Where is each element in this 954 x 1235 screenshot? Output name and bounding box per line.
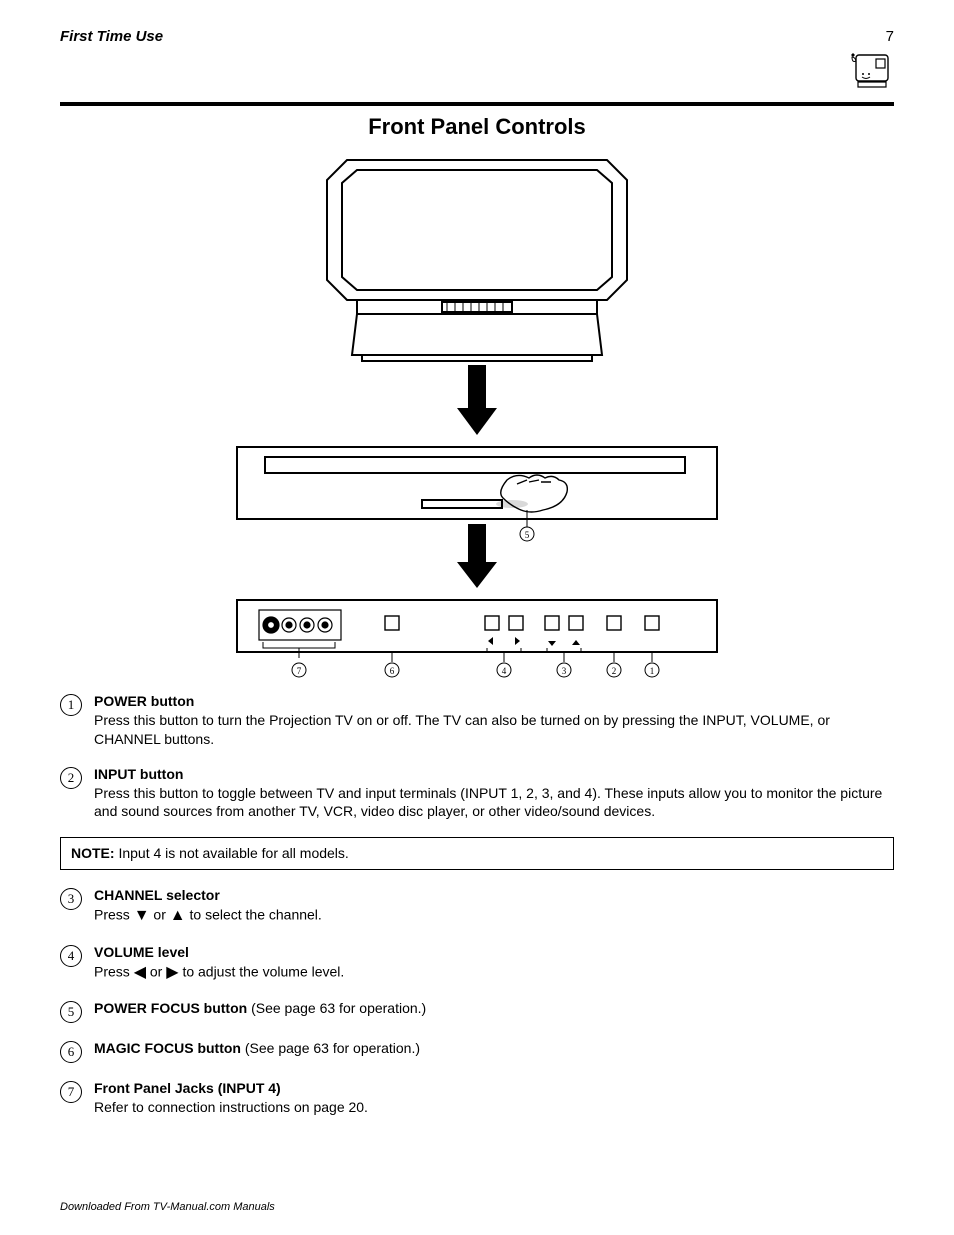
items-list: 1 POWER button Press this button to turn… [60,692,894,821]
item-number: 7 [60,1081,82,1103]
list-item: 1 POWER button Press this button to turn… [60,692,894,749]
item-title: POWER FOCUS button [94,1000,247,1016]
down-triangle-icon: ▼ [134,905,150,927]
item-body: Press this button to toggle between TV a… [94,784,894,822]
item-body: Press this button to turn the Projection… [94,711,894,749]
list-item: 4 VOLUME level Press ◀ or ▶ to adjust th… [60,943,894,983]
list-item: 7 Front Panel Jacks (INPUT 4) Refer to c… [60,1079,894,1117]
item-number: 2 [60,767,82,789]
item-number: 4 [60,945,82,967]
svg-text:4: 4 [502,666,507,676]
svg-text:5: 5 [525,530,530,540]
items-list-2: 3 CHANNEL selector Press ▼ or ▲ to selec… [60,886,894,1117]
list-item: 3 CHANNEL selector Press ▼ or ▲ to selec… [60,886,894,926]
svg-text:6: 6 [390,666,395,676]
svg-text:2: 2 [612,666,617,676]
item-number: 5 [60,1001,82,1023]
section-label: First Time Use [60,28,163,45]
list-item: 2 INPUT button Press this button to togg… [60,765,894,822]
item-number: 6 [60,1041,82,1063]
up-triangle-icon: ▲ [170,905,186,927]
note-label: NOTE: [71,845,115,861]
item-title: MAGIC FOCUS button [94,1040,241,1056]
note-box: NOTE: Input 4 is not available for all m… [60,837,894,870]
item-title: POWER button [94,692,894,711]
right-triangle-icon: ▶ [166,962,178,984]
footer-text: Downloaded From TV-Manual.com Manuals [60,1201,275,1213]
item-title: Front Panel Jacks (INPUT 4) [94,1079,894,1098]
item-title: CHANNEL selector [94,886,894,905]
list-item: 5 POWER FOCUS button (See page 63 for op… [60,999,894,1023]
note-text: Input 4 is not available for all models. [118,845,348,861]
list-item: 6 MAGIC FOCUS button (See page 63 for op… [60,1039,894,1063]
item-number: 3 [60,888,82,910]
svg-text:1: 1 [650,666,655,676]
svg-text:3: 3 [562,666,567,676]
item-body: (See page 63 for operation.) [245,1040,420,1056]
header-cartoon-icon [846,49,894,94]
item-number: 1 [60,694,82,716]
page-title: Front Panel Controls [60,114,894,140]
figure: 5 [60,150,894,680]
item-body: (See page 63 for operation.) [251,1000,426,1016]
page-number: 7 [886,28,894,45]
item-title: VOLUME level [94,943,894,962]
svg-text:7: 7 [297,666,302,676]
item-title: INPUT button [94,765,894,784]
item-body: Refer to connection instructions on page… [94,1098,894,1117]
header-rule [60,102,894,106]
item-body: Press ◀ or ▶ to adjust the volume level. [94,962,894,984]
item-body: Press ▼ or ▲ to select the channel. [94,905,894,927]
left-triangle-icon: ◀ [134,962,146,984]
